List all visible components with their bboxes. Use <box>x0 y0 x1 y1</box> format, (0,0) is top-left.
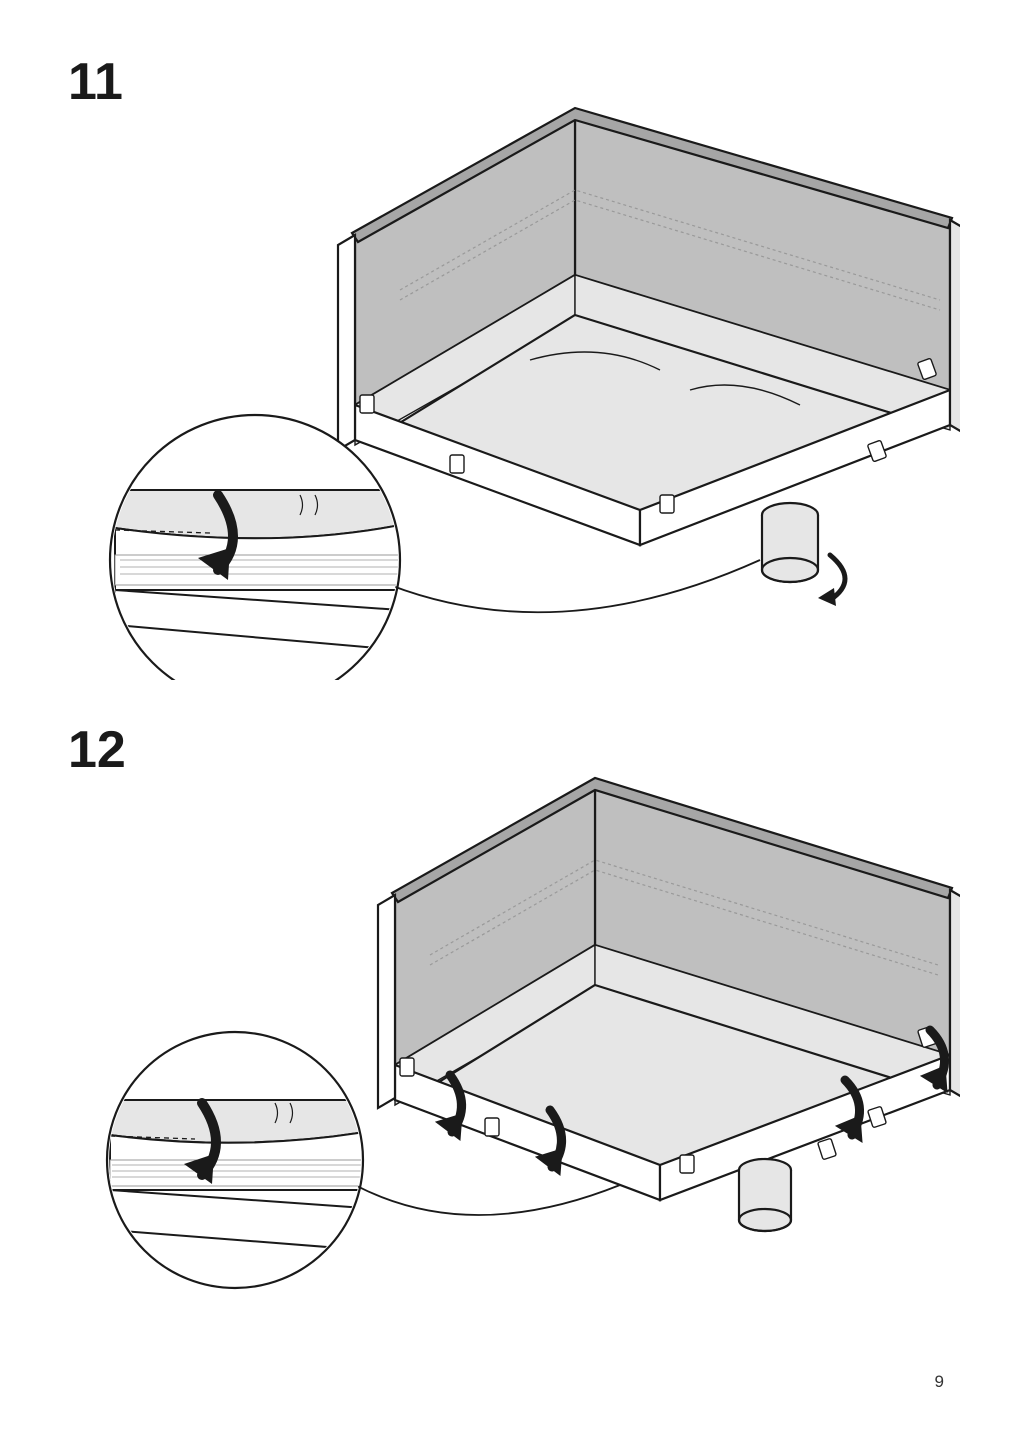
step-12-diagram <box>100 740 960 1300</box>
step-11-diagram <box>100 50 960 680</box>
instruction-page: 11 12 9 <box>0 0 1012 1432</box>
page-number: 9 <box>935 1372 944 1392</box>
